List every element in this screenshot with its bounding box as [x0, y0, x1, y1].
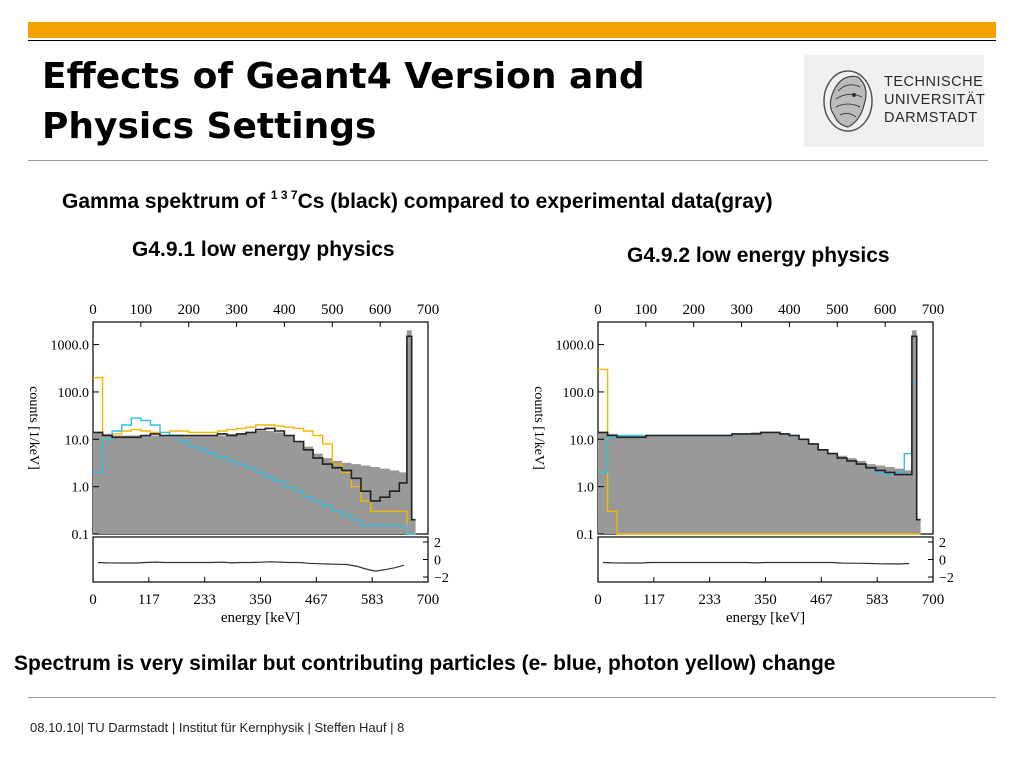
- logo-line-2: UNIVERSITÄT: [884, 92, 986, 108]
- residual-line: [97, 561, 405, 572]
- y-axis-tick-label: 1.0: [72, 481, 90, 496]
- y-axis-tick-label: 0.1: [72, 528, 90, 543]
- subtitle-isotope-mass: 1 3 7: [270, 188, 298, 202]
- bottom-axis-tick-label: 117: [643, 592, 665, 608]
- y-axis-tick-label: 1000.0: [51, 339, 90, 354]
- residual-panel-frame: [92, 536, 429, 583]
- y-axis-tick-label: 1000.0: [556, 339, 595, 354]
- accent-bar: [28, 22, 996, 38]
- series-experiment-gray: [598, 330, 921, 534]
- logo-text: TECHNISCHE UNIVERSITÄT DARMSTADT: [884, 73, 985, 127]
- residual-line: [602, 561, 910, 565]
- bottom-axis-tick-label: 0: [594, 592, 602, 608]
- top-axis-tick-label: 600: [369, 302, 392, 318]
- residual-tick-label: 0: [434, 554, 441, 569]
- residual-tick-label: −2: [939, 571, 954, 586]
- header-divider: [28, 160, 988, 161]
- bottom-axis-tick-label: 117: [138, 592, 160, 608]
- y-axis-tick-label: 100.0: [563, 386, 595, 401]
- top-axis-tick-label: 700: [922, 302, 945, 318]
- subtitle-prefix: Gamma spektrum of: [62, 190, 271, 213]
- y-axis-tick-label: 10.0: [65, 433, 90, 448]
- y-axis-tick-label: 100.0: [58, 386, 90, 401]
- residual-panel-frame: [597, 536, 934, 583]
- x-axis-label: energy [keV]: [221, 610, 300, 626]
- top-axis-tick-label: 200: [177, 302, 200, 318]
- slide-title: Effects of Geant4 Version and Physics Se…: [42, 52, 782, 152]
- residual-tick-label: 2: [434, 536, 441, 551]
- top-axis-tick-label: 0: [594, 302, 602, 318]
- top-axis-tick-label: 100: [130, 302, 153, 318]
- spectrum-plot-g492: 0 100 200 300 400 500 600 700 0 117 233 350 467 583 70…: [523, 292, 993, 642]
- athena-head-icon: [823, 70, 873, 132]
- top-axis-tick-label: 300: [225, 302, 248, 318]
- series-photon-yellow: [598, 368, 921, 535]
- top-axis-tick-label: 200: [682, 302, 705, 318]
- university-logo: TECHNISCHE UNIVERSITÄT DARMSTADT: [804, 55, 985, 147]
- bottom-axis-tick-label: 233: [698, 592, 721, 608]
- series-simulation-black: [598, 335, 921, 521]
- spectrum-chart-g491: 0 100 200 300 400 500 600 700 0 117 233 350 467 583 70…: [26, 302, 449, 626]
- spectrum-chart-g492: 0 100 200 300 400 500 600 700 0 117 233 350 467 583 70…: [531, 302, 954, 626]
- series-experiment-gray: [93, 330, 416, 534]
- series-simulation-black: [93, 335, 416, 521]
- bottom-axis-tick-label: 467: [305, 592, 328, 608]
- top-axis-tick-label: 600: [874, 302, 897, 318]
- bottom-axis-tick-label: 700: [922, 592, 945, 608]
- bottom-axis-tick-label: 583: [361, 592, 384, 608]
- top-axis-tick-label: 500: [826, 302, 849, 318]
- residual-tick-label: 2: [939, 536, 946, 551]
- y-axis-tick-label: 1.0: [577, 481, 595, 496]
- footer-divider: [28, 697, 996, 698]
- bottom-axis-tick-label: 233: [193, 592, 216, 608]
- plot-label-g492: G4.9.2 low energy physics: [627, 244, 890, 267]
- top-axis-tick-label: 400: [778, 302, 801, 318]
- series-electron-blue: [93, 417, 416, 535]
- residual-tick-label: −2: [434, 571, 449, 586]
- top-axis-tick-label: 300: [730, 302, 753, 318]
- top-axis-tick-label: 0: [89, 302, 97, 318]
- bottom-axis-tick-label: 583: [866, 592, 889, 608]
- top-axis-tick-label: 400: [273, 302, 296, 318]
- top-axis-tick-label: 100: [635, 302, 658, 318]
- title-line-1: Effects of Geant4 Version and: [42, 56, 645, 97]
- top-axis-tick-label: 500: [321, 302, 344, 318]
- bottom-axis-tick-label: 350: [754, 592, 777, 608]
- y-axis-label: counts [1/keV]: [531, 386, 546, 470]
- subtitle-suffix: Cs (black) compared to experimental data…: [297, 190, 773, 213]
- y-axis-label: counts [1/keV]: [26, 386, 41, 470]
- residual-tick-label: 0: [939, 554, 946, 569]
- y-axis-tick-label: 10.0: [570, 433, 595, 448]
- plot-label-g491: G4.9.1 low energy physics: [132, 238, 395, 261]
- top-axis-tick-label: 700: [417, 302, 440, 318]
- x-axis-label: energy [keV]: [726, 610, 805, 626]
- spectrum-plot-g491: 0 100 200 300 400 500 600 700 0 117 233 350 467 583 70…: [18, 292, 488, 642]
- y-axis-tick-label: 0.1: [577, 528, 595, 543]
- logo-line-1: TECHNISCHE: [884, 74, 984, 90]
- title-line-2: Physics Settings: [42, 106, 377, 147]
- bottom-axis-tick-label: 700: [417, 592, 440, 608]
- slide-subtitle: Gamma spektrum of 1 3 7Cs (black) compar…: [62, 188, 773, 214]
- bottom-axis-tick-label: 467: [810, 592, 833, 608]
- logo-line-3: DARMSTADT: [884, 110, 978, 126]
- footer: 08.10.10| TU Darmstadt | Institut für Ke…: [30, 720, 405, 735]
- bottom-axis-tick-label: 0: [89, 592, 97, 608]
- summary-text: Spectrum is very similar but contributin…: [14, 652, 836, 675]
- bottom-axis-tick-label: 350: [249, 592, 272, 608]
- top-divider: [28, 40, 996, 41]
